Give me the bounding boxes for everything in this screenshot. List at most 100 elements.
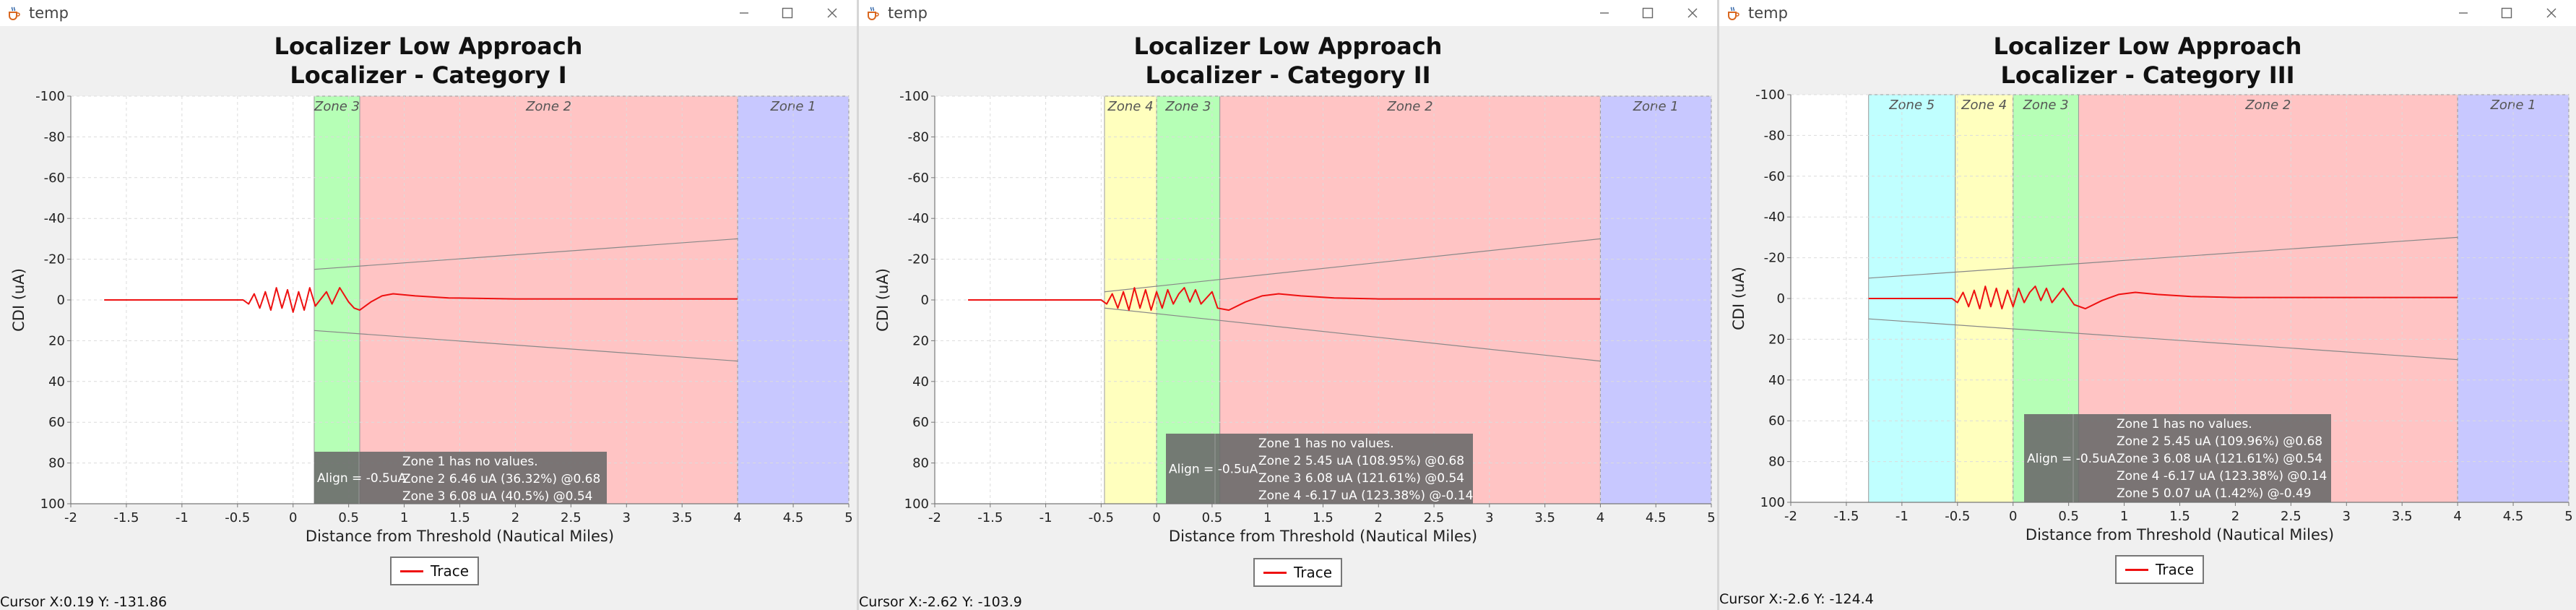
limit-line [1868,318,2458,361]
x-tick-label: 4.5 [783,510,804,525]
x-tick-label: 2.5 [1424,510,1445,525]
x-tick-label: 0 [1152,510,1160,525]
cursor-readout: Cursor X:0.19 Y: -131.86 [0,594,168,610]
zone-label: Zone 3 [2023,98,2069,113]
y-tick-label: 100 [1760,495,1785,510]
y-tick-label: 20 [1768,332,1785,347]
x-tick-label: 0.5 [1202,510,1223,525]
x-tick-label: 3.5 [2392,509,2413,524]
x-tick-label: 3.5 [1534,510,1555,525]
x-tick-label: -1 [1040,510,1053,525]
x-tick-label: -1 [1896,509,1909,524]
maximize-icon [1642,7,1654,19]
zone-label: Zone 5 [1888,98,1935,113]
y-tick-label: 80 [912,456,929,471]
trace-series-line [1868,285,2458,310]
cursor-readout: Cursor X:-2.62 Y: -103.9 [859,594,1022,610]
y-axis-label: CDI (uA) [874,268,891,332]
minimize-button[interactable] [2445,0,2482,26]
minimize-button[interactable] [725,0,763,26]
x-tick-label: -1.5 [977,510,1003,525]
x-tick-label: 1 [400,510,408,525]
annotation-line: Zone 1 has no values. [1258,437,1394,451]
annotation-line: Zone 5 0.07 uA (1.42%) @-0.49 [2117,486,2312,501]
y-tick-label: -20 [1764,251,1785,266]
legend-label: Trace [2156,561,2195,578]
x-tick-label: 2 [1375,510,1383,525]
x-tick-label: -0.5 [1089,510,1114,525]
x-tick-label: 1.5 [1313,510,1334,525]
x-tick-label: 3 [623,510,631,525]
chart-title-line1: Localizer Low Approach [1993,33,2302,60]
x-axis-label: Distance from Threshold (Nautical Miles) [1169,528,1477,545]
limit-line [314,238,738,270]
y-tick-label: -20 [908,252,929,267]
x-tick-label: 3 [2343,509,2351,524]
annotation-line: Zone 3 6.08 uA (40.5%) @0.54 [402,489,593,504]
y-tick-label: 40 [912,374,929,390]
y-tick-label: 0 [921,293,929,308]
zone-label: Zone 4 [1107,99,1154,114]
y-tick-label: 0 [57,293,65,308]
zone-label: Zone 2 [525,99,571,114]
y-tick-label: -60 [1764,169,1785,184]
annotation-line: Zone 1 has no values. [2117,417,2252,431]
zone-label: Zone 2 [2244,98,2291,113]
window-titlebar[interactable]: temp [859,0,1717,26]
chart-title-line1: Localizer Low Approach [274,33,583,60]
x-tick-label: 5 [1707,510,1715,525]
java-cup-icon [9,7,20,20]
x-tick-label: 0 [2009,509,2017,524]
chart-window-3: temp Localizer Low Approach Localizer - … [1719,0,2576,610]
window-title: temp [1748,4,1788,22]
close-icon [827,8,837,18]
x-tick-label: 3 [1485,510,1493,525]
close-button[interactable] [1674,0,1711,26]
y-axis-label: CDI (uA) [10,268,27,332]
close-icon [2546,8,2556,18]
x-tick-label: 4 [2453,509,2461,524]
annotation-line: Zone 2 6.46 uA (36.32%) @0.68 [402,472,600,486]
legend-swatch [1263,571,1287,574]
zone-label: Zone 1 [2490,98,2536,113]
x-tick-label: 4.5 [1646,510,1667,525]
zone-label: Zone 4 [1961,98,2007,113]
close-button[interactable] [813,0,851,26]
chart-legend: Trace [390,557,480,585]
annotation-line: Zone 2 5.45 uA (108.95%) @0.68 [1258,454,1464,468]
annotation-box [314,452,607,504]
zone-label: Zone 3 [314,99,360,114]
window-titlebar[interactable]: temp [1719,0,2576,26]
chart-plot[interactable]: Zone 3 Zone 2 Zone 1 -2 -1.5 -1 -0.5 0 0.5 1 1.5 2 2… [0,0,857,549]
y-tick-label: 80 [1768,455,1785,470]
y-tick-label: -80 [1764,128,1785,143]
x-tick-label: -0.5 [225,510,250,525]
chart-plot[interactable]: Zone 4 Zone 3 Zone 2 Zone 1 -2 -1.5 -1 -0.5 0 0.5… [859,0,1717,549]
maximize-button[interactable] [2488,0,2525,26]
minimize-button[interactable] [1586,0,1623,26]
annotation-box [2024,414,2331,502]
annotation-align: Align = -0.5uA [317,471,407,486]
chart-plot[interactable]: Zone 5 Zone 4 Zone 3 Zone 2 Zone 1 -2 -1.5 -1 -0… [1719,0,2576,549]
y-tick-label: 60 [48,415,65,430]
zone-label: Zone 1 [1633,99,1679,114]
y-tick-label: -40 [44,211,65,226]
x-tick-label: 1.5 [449,510,470,525]
y-tick-label: 20 [912,333,929,348]
maximize-button[interactable] [1629,0,1667,26]
window-titlebar[interactable]: temp [0,0,857,26]
limit-line [1104,307,1601,362]
java-cup-icon [1728,7,1739,20]
window-divider [857,0,859,610]
limit-line [1104,238,1601,293]
y-tick-label: -100 [899,89,929,104]
chart-legend: Trace [1253,558,1343,587]
annotation-line: Zone 2 5.45 uA (109.96%) @0.68 [2117,434,2322,449]
zone-band [359,95,738,504]
minimize-icon [2459,12,2468,14]
close-button[interactable] [2533,0,2570,26]
chart-window-2: temp Localizer Low Approach Localizer - … [859,0,1717,610]
maximize-button[interactable] [769,0,806,26]
annotation-line: Zone 3 6.08 uA (121.61%) @0.54 [1258,471,1464,486]
window-divider [1717,0,1719,610]
